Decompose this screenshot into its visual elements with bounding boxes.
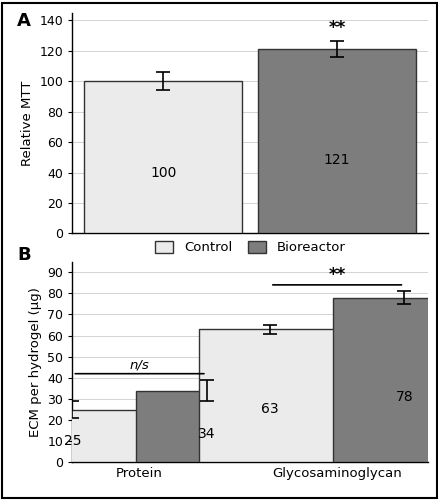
- Bar: [198, 330, 340, 462]
- Text: 121: 121: [323, 152, 350, 166]
- Bar: [332, 298, 438, 462]
- Text: 25: 25: [64, 434, 81, 448]
- Bar: [1, 410, 143, 463]
- Text: 34: 34: [198, 426, 215, 440]
- Text: **: **: [328, 19, 345, 37]
- Bar: [84, 81, 242, 234]
- Text: 78: 78: [395, 390, 412, 404]
- Text: n/s: n/s: [130, 358, 149, 372]
- Y-axis label: ECM per hydrogel (µg): ECM per hydrogel (µg): [29, 287, 42, 437]
- Bar: [135, 390, 277, 462]
- Text: **: **: [328, 266, 345, 284]
- Bar: [258, 49, 415, 234]
- Text: B: B: [17, 246, 31, 264]
- Text: 63: 63: [261, 402, 278, 416]
- Text: 100: 100: [150, 166, 176, 179]
- Text: A: A: [17, 12, 31, 30]
- Legend: Control, Bioreactor: Control, Bioreactor: [154, 241, 345, 254]
- Y-axis label: Relative MTT: Relative MTT: [21, 80, 34, 166]
